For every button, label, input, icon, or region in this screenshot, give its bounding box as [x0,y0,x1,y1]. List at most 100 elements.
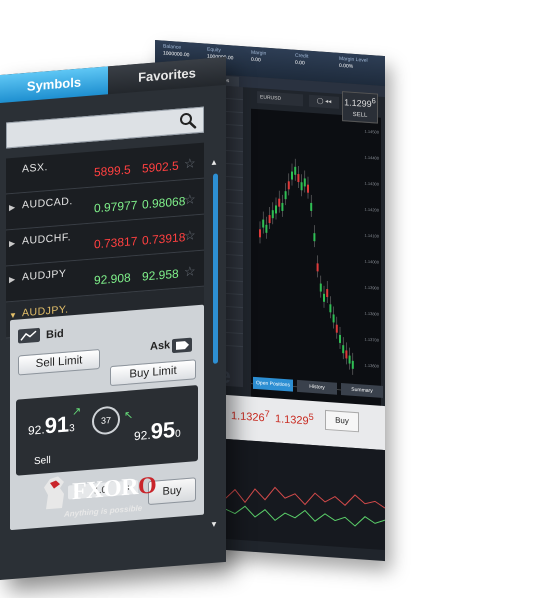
axis-tick-label: 1.14200 [364,206,379,213]
candle [307,184,309,193]
candle [310,202,313,211]
candle [271,210,274,219]
price-axis: 1.14500 1.14400 1.14300 1.14200 1.14100 1.140… [359,116,381,418]
scroll-up-icon[interactable]: ▲ [210,157,218,168]
symbol-bid[interactable]: 0.73817 [94,233,138,252]
search-box [6,106,204,149]
tag-icon[interactable] [172,337,192,354]
symbol-ask[interactable]: 5902.5 [142,158,179,176]
candle [300,182,303,191]
tab-favorites[interactable]: Favorites [108,56,226,95]
candle [339,334,341,344]
candle [268,214,271,224]
symbol-name: AUDCAD. [22,195,73,212]
symbol-name: ASX. [22,161,48,176]
sell-label[interactable]: Sell [34,454,51,468]
candle [275,205,277,214]
candle [316,263,319,272]
arrow-up-right-icon: ↗ [72,405,82,419]
ask-label: Ask [150,339,171,353]
margin-level-field: Margin Level 0.00% [339,55,368,70]
candle [313,233,316,242]
favorite-star-icon[interactable]: ☆ [184,227,196,244]
logo-wordmark: FXORO [72,472,157,506]
candle [284,191,287,200]
candle [265,224,268,233]
axis-tick-label: 1.13900 [364,284,379,291]
scrollbar[interactable]: ▲ ▼ [210,143,220,534]
search-icon[interactable] [179,111,197,130]
search-input[interactable] [7,109,175,148]
symbol-bid[interactable]: 0.97977 [94,197,138,216]
axis-tick-label: 1.13600 [364,362,379,369]
credit-field: Credit 0.00 [295,52,309,67]
spread-badge: 37 [92,405,120,436]
candle [294,166,297,175]
candlestick-series [251,158,359,392]
sell-price[interactable]: 92.913 [28,411,75,439]
candle [332,314,335,323]
candle [323,293,325,302]
balance-field: Balance 1000000.00 [163,43,190,59]
indicator-panel [224,438,385,551]
symbol-ask[interactable]: 0.98068 [142,194,186,212]
axis-tick-label: 1.14100 [364,232,379,239]
favorite-star-icon[interactable]: ☆ [184,155,196,172]
scroll-thumb[interactable] [213,173,218,364]
symbol-name: AUDJPY [22,267,67,284]
buy-price[interactable]: 92.950 [134,416,181,444]
tab-symbols[interactable]: Symbols [0,66,108,103]
candle [329,304,332,313]
axis-tick-label: 1.14400 [364,154,379,161]
candle [262,219,265,228]
chart-icon[interactable] [18,327,40,344]
scroll-down-icon[interactable]: ▼ [210,519,218,530]
lion-logo-icon [44,476,64,510]
quote-price: 1.12996 [344,96,376,110]
candle [303,178,306,187]
expand-arrow-icon[interactable]: ▶ [9,274,16,285]
favorite-star-icon[interactable]: ☆ [184,191,196,208]
candle [287,181,290,190]
buy-limit-button[interactable]: Buy Limit [110,359,196,387]
symbol-ask[interactable]: 0.73918 [142,230,186,248]
symbol-bid[interactable]: 92.908 [94,270,131,288]
candle [297,173,300,183]
chart-tools[interactable]: ◯ ◂◂ [309,94,339,109]
expand-arrow-icon[interactable]: ▶ [9,202,16,213]
chart-symbol-select[interactable]: EURUSD [257,91,303,107]
arrow-up-left-icon: ↖ [124,409,134,423]
axis-tick-label: 1.14500 [364,128,379,135]
expand-arrow-icon[interactable]: ▶ [9,238,16,249]
order-panel: Bid Ask Sell Limit Buy Limit 92.913 ↗ 37… [10,304,204,531]
price-chart[interactable]: EURUSD ◯ ◂◂ 1.12996 SELL 1.14500 1.14400 1… [251,91,381,418]
axis-tick-label: 1.13800 [364,310,379,317]
axis-tick-label: 1.14300 [364,180,379,187]
back-sell-price[interactable]: 1.13267 [231,408,270,425]
axis-tick-label: 1.14000 [364,258,379,265]
candle [345,350,348,359]
mobile-trading-panel: Symbols Favorites ASX. 5899.5 5902.5 ☆ ▶… [0,56,226,581]
candle [319,283,322,292]
candle [259,229,261,238]
symbol-ask[interactable]: 92.958 [142,266,179,284]
candle [326,288,329,298]
candle [278,198,281,207]
margin-field: Margin 0.00 [251,49,267,64]
candle [281,202,284,211]
candle [351,360,354,369]
candle [291,171,293,180]
symbol-bid[interactable]: 5899.5 [94,162,131,180]
back-buy-button[interactable]: Buy [325,409,359,433]
back-buy-price[interactable]: 1.13295 [275,411,314,428]
axis-tick-label: 1.13700 [364,336,379,343]
candle [342,345,345,354]
sell-limit-button[interactable]: Sell Limit [18,348,100,376]
candle [348,355,351,364]
bid-label: Bid [46,327,64,342]
symbol-name: AUDCHF. [22,231,72,248]
favorite-star-icon[interactable]: ☆ [184,263,196,280]
fxoro-logo: FXORO Anything is possible [40,458,190,530]
candle [335,324,338,333]
